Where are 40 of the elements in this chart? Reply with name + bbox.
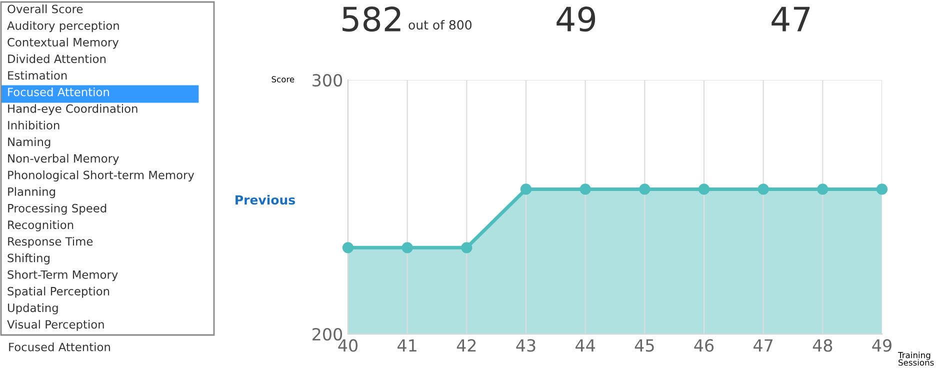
text: Divided Attention (8, 54, 106, 64)
x-tick-label: 45 (634, 339, 654, 352)
text: Previous (236, 194, 295, 205)
text: Non-verbal Memory (8, 154, 119, 165)
text: 47 (772, 6, 810, 32)
text: Shifting (8, 253, 50, 265)
x-tick-label: 42 (456, 339, 476, 352)
x-tick-label: 44 (576, 339, 595, 352)
text: Recognition (8, 220, 74, 232)
text: Phonological Short-term Memory (8, 170, 194, 182)
y-tick-label: 300 (312, 74, 342, 87)
y-axis-title: Score (272, 76, 294, 82)
text: Naming (8, 137, 50, 148)
x-tick-label: 46 (694, 339, 714, 352)
text: Updating (8, 303, 58, 314)
text: Response Time (8, 236, 93, 248)
x-tick-label: 40 (338, 339, 358, 352)
text: out of 800 (408, 20, 472, 30)
text: Hand-eye Coordination (8, 104, 138, 116)
x-tick-label: 43 (516, 339, 536, 352)
text: Contextual Memory (8, 38, 119, 49)
text: Auditory perception (7, 21, 119, 32)
text: Planning (8, 187, 56, 198)
y-tick-label: 200 (312, 328, 342, 341)
x-tick-label: 48 (812, 339, 832, 352)
x-axis-title: Training Sessions (898, 352, 934, 366)
text: Visual Perception (7, 320, 104, 331)
text: Estimation (8, 70, 67, 80)
x-tick-label: 41 (398, 339, 416, 352)
text: Processing Speed (8, 204, 106, 215)
text: 582 (342, 6, 400, 32)
text: Spatial Perception (8, 286, 110, 298)
text: Inhibition (8, 120, 60, 130)
text: Short-Term Memory (8, 270, 118, 282)
text: Overall Score (8, 4, 83, 14)
x-tick-label: 49 (872, 339, 892, 352)
text: Focused Attention (9, 342, 110, 352)
x-tick-label: 47 (754, 339, 773, 352)
text: Focused Attention (8, 87, 109, 96)
text: 49 (556, 6, 596, 32)
